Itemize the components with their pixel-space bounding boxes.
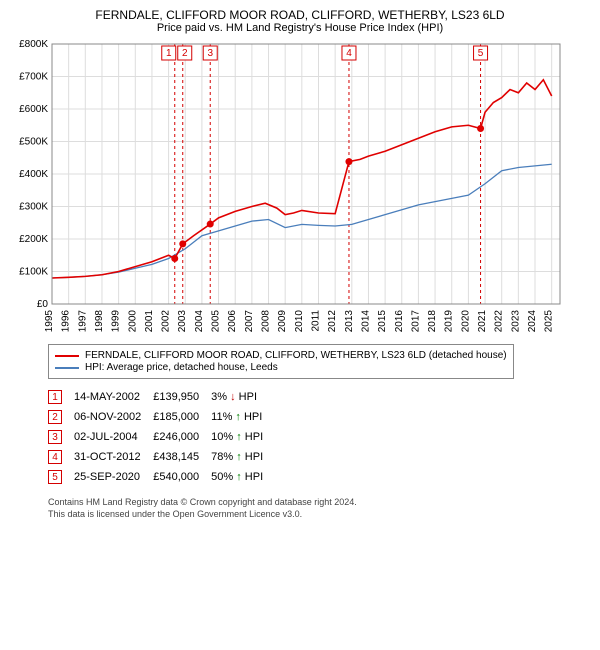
- svg-text:£0: £0: [37, 299, 49, 310]
- svg-text:2006: 2006: [227, 310, 238, 333]
- event-row: 302-JUL-2004£246,00010% ↑ HPI: [48, 427, 275, 447]
- chart-subtitle: Price paid vs. HM Land Registry's House …: [8, 22, 592, 34]
- svg-text:1999: 1999: [111, 310, 122, 333]
- event-pct: 3% ↓ HPI: [211, 387, 275, 407]
- line-chart: £0 £100K £200K £300K £400K £500K £600K £700K £80…: [8, 38, 568, 338]
- event-date: 06-NOV-2002: [74, 407, 153, 427]
- svg-text:1997: 1997: [77, 310, 88, 333]
- event-row: 114-MAY-2002£139,9503% ↓ HPI: [48, 387, 275, 407]
- svg-text:4: 4: [346, 48, 352, 59]
- svg-text:2021: 2021: [477, 310, 488, 333]
- event-num: 2: [48, 407, 74, 427]
- svg-text:2003: 2003: [177, 310, 188, 333]
- svg-text:1996: 1996: [61, 310, 72, 333]
- legend-label: HPI: Average price, detached house, Leed…: [85, 362, 278, 373]
- event-date: 14-MAY-2002: [74, 387, 153, 407]
- events-table: 114-MAY-2002£139,9503% ↓ HPI206-NOV-2002…: [48, 387, 592, 487]
- svg-text:1: 1: [166, 48, 172, 59]
- svg-text:2: 2: [182, 48, 188, 59]
- svg-text:2023: 2023: [510, 310, 521, 333]
- svg-text:5: 5: [478, 48, 484, 59]
- svg-text:2000: 2000: [127, 310, 138, 333]
- svg-text:1998: 1998: [94, 310, 105, 333]
- svg-text:2018: 2018: [427, 310, 438, 333]
- event-price: £438,145: [153, 447, 211, 467]
- footnote-line1: Contains HM Land Registry data © Crown c…: [48, 497, 357, 507]
- legend-swatch: [55, 355, 79, 357]
- svg-text:2024: 2024: [527, 310, 538, 333]
- svg-text:£100K: £100K: [19, 267, 48, 278]
- event-date: 31-OCT-2012: [74, 447, 153, 467]
- event-row: 206-NOV-2002£185,00011% ↑ HPI: [48, 407, 275, 427]
- svg-text:2015: 2015: [377, 310, 388, 333]
- event-price: £540,000: [153, 467, 211, 487]
- event-price: £246,000: [153, 427, 211, 447]
- event-pct: 10% ↑ HPI: [211, 427, 275, 447]
- svg-text:£200K: £200K: [19, 234, 48, 245]
- legend-item: HPI: Average price, detached house, Leed…: [55, 362, 507, 373]
- svg-text:2014: 2014: [360, 310, 371, 333]
- svg-text:2017: 2017: [410, 310, 421, 333]
- event-price: £185,000: [153, 407, 211, 427]
- event-row: 431-OCT-2012£438,14578% ↑ HPI: [48, 447, 275, 467]
- event-price: £139,950: [153, 387, 211, 407]
- svg-text:2004: 2004: [194, 310, 205, 333]
- legend-swatch: [55, 367, 79, 369]
- svg-text:2022: 2022: [494, 310, 505, 333]
- svg-text:£800K: £800K: [19, 39, 48, 50]
- event-date: 25-SEP-2020: [74, 467, 153, 487]
- svg-text:1995: 1995: [44, 310, 55, 333]
- svg-text:2011: 2011: [310, 310, 321, 332]
- svg-text:2012: 2012: [327, 310, 338, 333]
- svg-text:3: 3: [207, 48, 213, 59]
- event-num: 3: [48, 427, 74, 447]
- svg-text:2020: 2020: [460, 310, 471, 333]
- event-pct: 78% ↑ HPI: [211, 447, 275, 467]
- svg-text:2005: 2005: [211, 310, 222, 333]
- svg-text:2009: 2009: [277, 310, 288, 333]
- svg-text:2008: 2008: [261, 310, 272, 333]
- legend: FERNDALE, CLIFFORD MOOR ROAD, CLIFFORD, …: [48, 344, 514, 379]
- legend-item: FERNDALE, CLIFFORD MOOR ROAD, CLIFFORD, …: [55, 350, 507, 361]
- svg-text:2025: 2025: [544, 310, 555, 333]
- chart-area: £0 £100K £200K £300K £400K £500K £600K £700K £80…: [8, 38, 592, 338]
- event-pct: 11% ↑ HPI: [211, 407, 275, 427]
- svg-text:2019: 2019: [444, 310, 455, 333]
- event-num: 5: [48, 467, 74, 487]
- svg-text:2007: 2007: [244, 310, 255, 333]
- svg-text:2013: 2013: [344, 310, 355, 333]
- svg-text:£300K: £300K: [19, 202, 48, 213]
- chart-title: FERNDALE, CLIFFORD MOOR ROAD, CLIFFORD, …: [8, 8, 592, 22]
- footnote-line2: This data is licensed under the Open Gov…: [48, 509, 302, 519]
- svg-text:£700K: £700K: [19, 72, 48, 83]
- event-num: 4: [48, 447, 74, 467]
- svg-text:2010: 2010: [294, 310, 305, 333]
- svg-text:2016: 2016: [394, 310, 405, 333]
- svg-text:2001: 2001: [144, 310, 155, 333]
- event-pct: 50% ↑ HPI: [211, 467, 275, 487]
- svg-text:2002: 2002: [161, 310, 172, 333]
- footnote: Contains HM Land Registry data © Crown c…: [48, 497, 592, 520]
- svg-text:£400K: £400K: [19, 169, 48, 180]
- svg-text:£600K: £600K: [19, 104, 48, 115]
- event-num: 1: [48, 387, 74, 407]
- svg-text:£500K: £500K: [19, 137, 48, 148]
- event-date: 02-JUL-2004: [74, 427, 153, 447]
- legend-label: FERNDALE, CLIFFORD MOOR ROAD, CLIFFORD, …: [85, 350, 507, 361]
- event-row: 525-SEP-2020£540,00050% ↑ HPI: [48, 467, 275, 487]
